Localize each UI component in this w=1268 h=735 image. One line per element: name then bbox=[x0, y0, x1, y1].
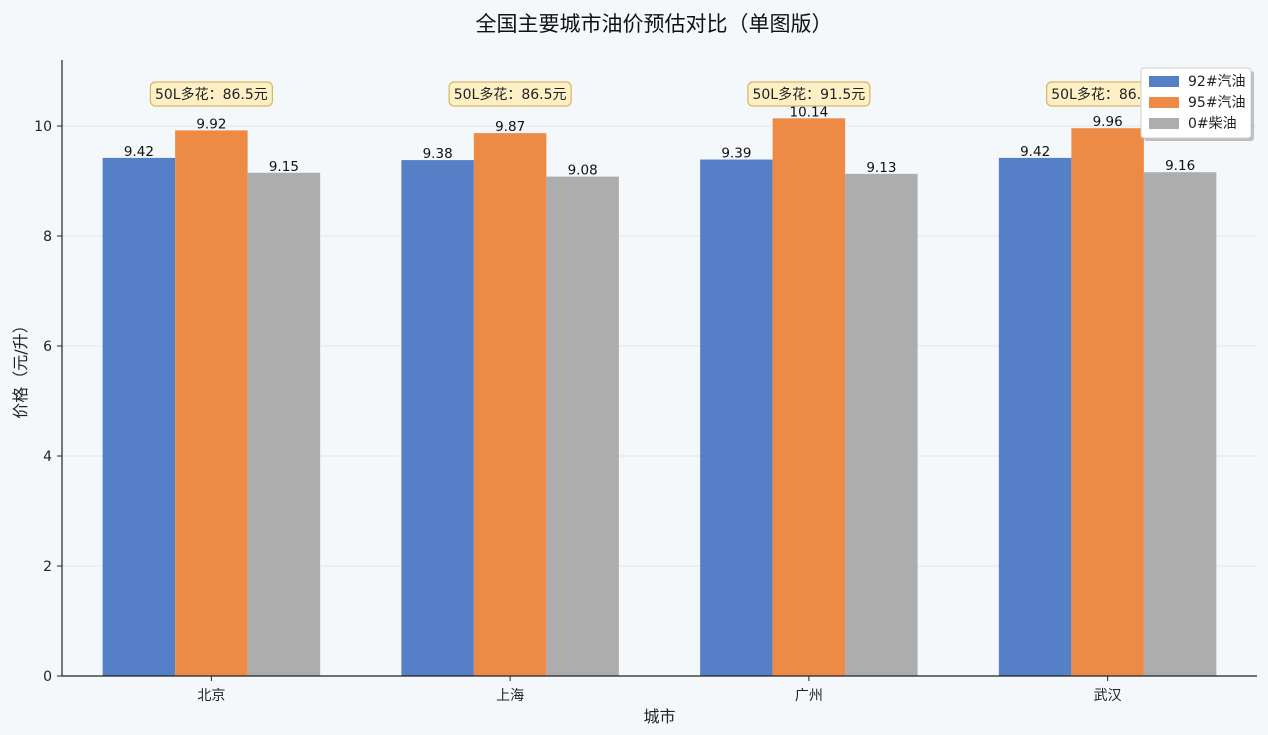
bar-value-label: 9.42 bbox=[1020, 144, 1050, 160]
annotation-label: 50L多花：86.5元 bbox=[155, 86, 268, 103]
bar-value-label: 10.14 bbox=[790, 104, 829, 120]
bar-value-label: 9.96 bbox=[1093, 114, 1123, 130]
legend-label: 95#汽油 bbox=[1188, 95, 1246, 111]
x-category-label: 武汉 bbox=[1094, 688, 1122, 704]
annotation-box bbox=[149, 81, 273, 107]
bar-value-label: 9.38 bbox=[423, 146, 453, 162]
bar[interactable] bbox=[700, 159, 773, 677]
y-axis-label: 价格（元/升） bbox=[11, 317, 30, 418]
bar-value-label: 9.42 bbox=[124, 144, 154, 160]
annotation-label: 50L多花：86.5元 bbox=[454, 86, 567, 103]
legend-swatch bbox=[1149, 118, 1179, 129]
bar[interactable] bbox=[102, 157, 176, 676]
y-tick-label: 6 bbox=[43, 339, 52, 355]
x-category-label: 广州 bbox=[795, 688, 823, 704]
y-tick-label: 4 bbox=[43, 449, 52, 465]
legend-swatch bbox=[1149, 97, 1179, 108]
y-tick-label: 8 bbox=[43, 229, 52, 245]
bar[interactable] bbox=[247, 172, 321, 676]
bar[interactable] bbox=[1143, 172, 1217, 676]
x-category-label: 北京 bbox=[197, 688, 225, 704]
bar-value-label: 9.15 bbox=[269, 159, 299, 175]
legend-label: 0#柴油 bbox=[1188, 116, 1237, 132]
bar-value-label: 9.92 bbox=[196, 116, 226, 132]
bar[interactable] bbox=[401, 160, 474, 677]
annotation-box bbox=[448, 81, 572, 107]
bar[interactable] bbox=[772, 118, 846, 677]
bar-value-label: 9.16 bbox=[1165, 158, 1195, 174]
chart-title: 全国主要城市油价预估对比（单图版） bbox=[476, 12, 833, 36]
x-category-label: 上海 bbox=[496, 688, 524, 704]
bar[interactable] bbox=[998, 157, 1072, 676]
bar[interactable] bbox=[845, 173, 918, 676]
bar-value-label: 9.87 bbox=[495, 119, 525, 135]
y-tick-label: 0 bbox=[43, 669, 52, 685]
bar[interactable] bbox=[473, 133, 547, 676]
bar[interactable] bbox=[175, 130, 248, 676]
y-tick-label: 10 bbox=[34, 119, 52, 135]
bar-value-label: 9.08 bbox=[568, 163, 598, 179]
legend-label: 92#汽油 bbox=[1188, 74, 1246, 90]
annotation-box bbox=[747, 81, 871, 107]
annotation-label: 50L多花：91.5元 bbox=[752, 86, 865, 103]
y-tick-label: 2 bbox=[43, 559, 52, 575]
bar[interactable] bbox=[546, 176, 619, 676]
bar-value-label: 9.39 bbox=[721, 146, 751, 162]
x-axis-label: 城市 bbox=[643, 707, 675, 726]
bar-value-label: 9.13 bbox=[866, 160, 896, 176]
bar[interactable] bbox=[1071, 128, 1144, 676]
legend-swatch bbox=[1149, 76, 1179, 87]
annotation-label: 50L多花：86.5元 bbox=[1051, 86, 1164, 103]
